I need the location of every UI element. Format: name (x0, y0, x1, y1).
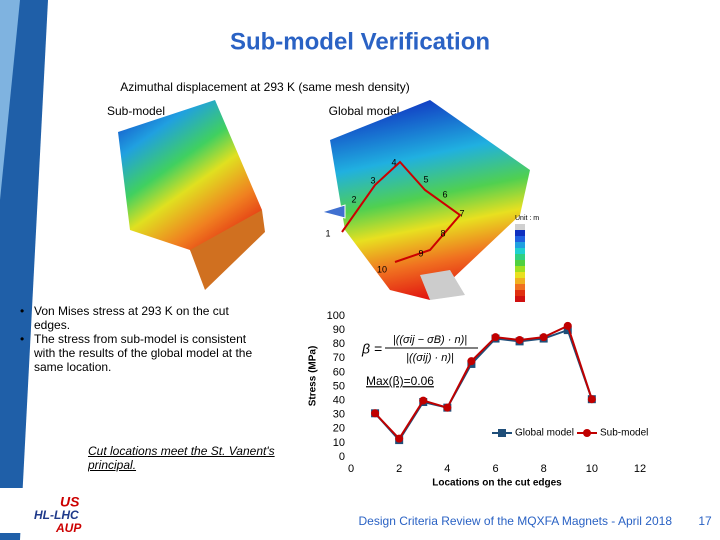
bullets: Von Mises stress at 293 K on the cut edg… (34, 304, 253, 374)
location-label: 4 (391, 157, 396, 167)
y-tick-label: 0 (339, 451, 345, 463)
y-tick-label: 100 (327, 310, 345, 322)
marker (443, 403, 452, 412)
y-tick-label: 10 (333, 437, 345, 449)
logo (0, 488, 90, 533)
formula: |((σij) · n)| (406, 352, 454, 364)
marker (419, 396, 428, 405)
bullet: • (20, 332, 24, 346)
location-label: 2 (351, 194, 356, 204)
x-axis-label: Locations on the cut edges (432, 478, 562, 489)
location-label: 7 (459, 208, 464, 218)
color-bar (515, 296, 525, 302)
series-line (374, 324, 593, 441)
location-label: 6 (442, 189, 447, 199)
x-tick-label: 10 (586, 463, 598, 475)
formula: β = (361, 341, 382, 357)
x-tick-label: 2 (396, 463, 402, 475)
color-bar (515, 278, 525, 284)
x-tick-label: 0 (348, 463, 354, 475)
formula: |((σij − σB) · n)| (393, 334, 467, 346)
y-tick-label: 20 (333, 423, 345, 435)
contour (118, 100, 262, 270)
color-bar (515, 224, 525, 230)
color-bar (515, 290, 525, 296)
title: Sub-model Verification (230, 28, 490, 55)
location-label: 8 (440, 228, 445, 238)
color-bar (515, 266, 525, 272)
marker (491, 333, 500, 342)
page-number: 17 (698, 514, 712, 528)
color-bar (515, 248, 525, 254)
x-tick-label: 8 (541, 463, 547, 475)
contour (420, 270, 465, 300)
annotation: Max(β)=0.06 (366, 374, 434, 388)
color-bar (515, 284, 525, 290)
decor-stripe (0, 0, 20, 200)
color-bar (515, 272, 525, 278)
bullet: • (20, 304, 24, 318)
note: Cut locations meet the St. Vanent's prin… (88, 444, 275, 472)
arrow (320, 204, 346, 219)
color-bar (515, 242, 525, 248)
legend-label: Global model (515, 428, 574, 439)
y-tick-label: 60 (333, 366, 345, 378)
legend-label: Sub-model (600, 428, 648, 439)
x-tick-label: 6 (492, 463, 498, 475)
logo-text: AUP (55, 521, 82, 535)
y-tick-label: 50 (333, 380, 345, 392)
location-label: 3 (370, 175, 375, 185)
marker (395, 434, 404, 443)
marker (515, 335, 524, 344)
location-label: 5 (423, 174, 428, 184)
bullet-text: Von Mises stress at 293 K on the cut edg… (34, 304, 229, 332)
unit: Unit : m (515, 215, 539, 222)
decor-stripe (0, 0, 48, 540)
y-tick-label: 90 (333, 324, 345, 336)
label: Global model (329, 104, 400, 118)
label: Sub-model (107, 104, 165, 118)
location-label: 10 (377, 264, 387, 274)
contour (190, 210, 265, 290)
cut-edge (341, 160, 462, 263)
bullet-text: The stress from sub-model is consistent … (34, 332, 253, 374)
marker (539, 333, 548, 342)
marker (467, 357, 476, 366)
marker (563, 326, 572, 335)
location-label: 9 (418, 248, 423, 258)
color-bar (515, 260, 525, 266)
x-tick-label: 12 (634, 463, 646, 475)
marker (563, 321, 572, 330)
color-bar (515, 254, 525, 260)
y-tick-label: 70 (333, 352, 345, 364)
color-bar (515, 230, 525, 236)
marker (371, 409, 380, 418)
y-tick-label: 30 (333, 409, 345, 421)
marker (587, 395, 596, 404)
footer: Design Criteria Review of the MQXFA Magn… (359, 514, 673, 528)
logo-text: US (60, 494, 80, 510)
contour (330, 100, 530, 300)
color-bar (515, 236, 525, 242)
legend-marker (498, 429, 506, 437)
legend-marker (583, 429, 591, 437)
note-text: Cut locations meet the St. Vanent's prin… (88, 444, 275, 472)
x-tick-label: 4 (444, 463, 450, 475)
y-tick-label: 40 (333, 395, 345, 407)
y-tick-label: 80 (333, 338, 345, 350)
subtitle: Azimuthal displacement at 293 K (same me… (120, 80, 409, 94)
logo-text: HL-LHC (34, 508, 79, 522)
location-label: 1 (325, 228, 330, 238)
y-axis-label: Stress (MPa) (308, 346, 319, 407)
